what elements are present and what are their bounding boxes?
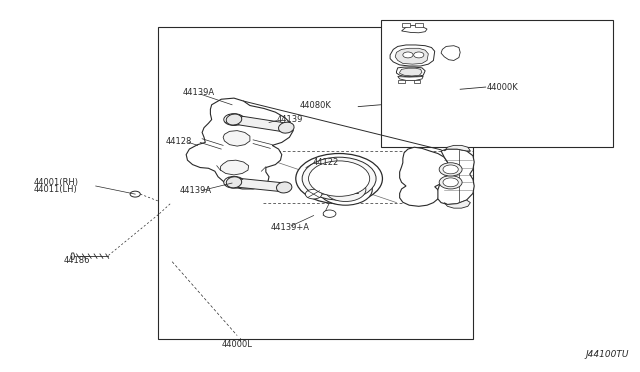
Bar xyxy=(381,20,613,147)
Circle shape xyxy=(302,157,376,200)
Circle shape xyxy=(439,163,462,176)
Ellipse shape xyxy=(226,114,242,125)
Bar xyxy=(157,27,473,339)
Text: 44139: 44139 xyxy=(276,115,303,124)
Text: 44139A: 44139A xyxy=(183,88,215,97)
Text: 44139+A: 44139+A xyxy=(270,223,309,232)
Polygon shape xyxy=(186,98,293,189)
Polygon shape xyxy=(399,68,422,76)
Polygon shape xyxy=(444,200,470,208)
Bar xyxy=(413,80,420,83)
Circle shape xyxy=(224,113,244,125)
Text: 44122: 44122 xyxy=(312,158,339,167)
Polygon shape xyxy=(397,76,423,80)
Text: 44186: 44186 xyxy=(64,256,90,265)
Circle shape xyxy=(439,176,462,189)
Circle shape xyxy=(413,52,424,58)
Bar xyxy=(415,23,422,27)
Bar xyxy=(402,23,410,27)
Polygon shape xyxy=(395,48,428,64)
Polygon shape xyxy=(232,115,288,132)
Circle shape xyxy=(305,189,322,199)
Circle shape xyxy=(403,52,413,58)
Text: 44000K: 44000K xyxy=(487,83,518,92)
Polygon shape xyxy=(233,178,285,192)
Ellipse shape xyxy=(276,182,292,193)
Text: 44000L: 44000L xyxy=(221,340,252,349)
Polygon shape xyxy=(221,160,248,175)
Circle shape xyxy=(130,191,140,197)
Circle shape xyxy=(443,165,458,174)
Polygon shape xyxy=(444,145,470,151)
Circle shape xyxy=(323,210,336,217)
Polygon shape xyxy=(390,45,435,66)
Text: 44139A: 44139A xyxy=(180,186,212,195)
Polygon shape xyxy=(441,46,460,61)
Text: 44128: 44128 xyxy=(166,137,192,146)
Bar xyxy=(398,80,404,83)
Circle shape xyxy=(308,161,370,196)
Circle shape xyxy=(296,154,383,204)
Circle shape xyxy=(325,178,366,202)
Text: 44080K: 44080K xyxy=(300,101,332,110)
Circle shape xyxy=(319,174,372,205)
Text: 44011(LH): 44011(LH) xyxy=(33,185,77,194)
Polygon shape xyxy=(396,67,425,77)
Polygon shape xyxy=(438,149,474,205)
Text: 44001(RH): 44001(RH) xyxy=(33,178,78,187)
Ellipse shape xyxy=(278,122,294,133)
Circle shape xyxy=(443,178,458,187)
Polygon shape xyxy=(223,131,250,146)
Polygon shape xyxy=(399,147,449,206)
Polygon shape xyxy=(401,25,427,33)
Circle shape xyxy=(224,176,244,188)
Ellipse shape xyxy=(227,177,242,188)
Polygon shape xyxy=(71,253,75,259)
Text: J44100TU: J44100TU xyxy=(586,350,629,359)
